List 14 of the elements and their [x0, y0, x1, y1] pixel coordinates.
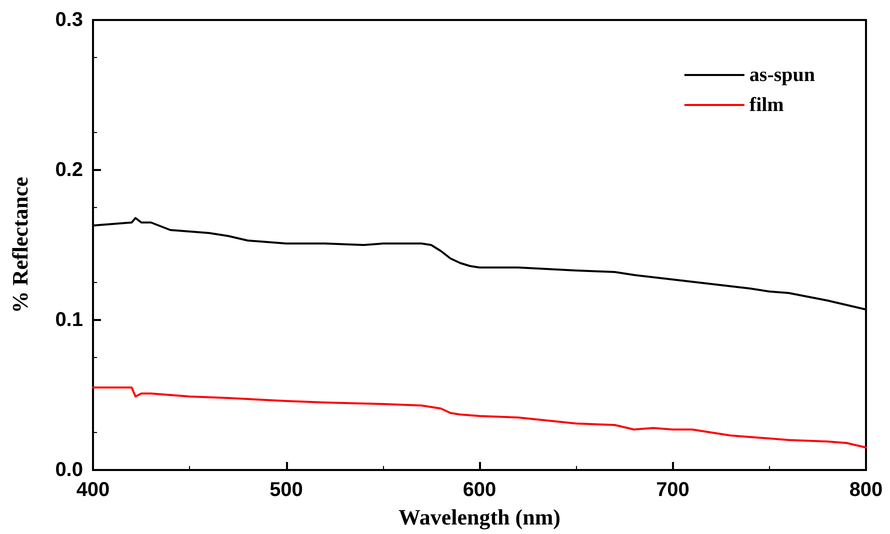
y-tick-label: 0.3: [55, 9, 83, 31]
y-tick-label: 0.1: [55, 309, 83, 331]
x-tick-label: 600: [462, 479, 496, 501]
x-tick-label: 500: [270, 479, 303, 501]
x-tick-label: 800: [849, 479, 883, 501]
x-tick-label: 700: [656, 479, 690, 501]
line-series: [92, 386, 867, 448]
legend-label: as-spun: [749, 64, 816, 86]
y-tick-label: 0.0: [55, 459, 83, 481]
x-axis-title: Wavelength (nm): [398, 504, 560, 530]
y-tick-label: 0.2: [55, 159, 83, 181]
legend-label: film: [749, 94, 784, 116]
y-axis-title: % Reflectance: [8, 176, 32, 314]
x-tick-label: 400: [76, 479, 110, 501]
